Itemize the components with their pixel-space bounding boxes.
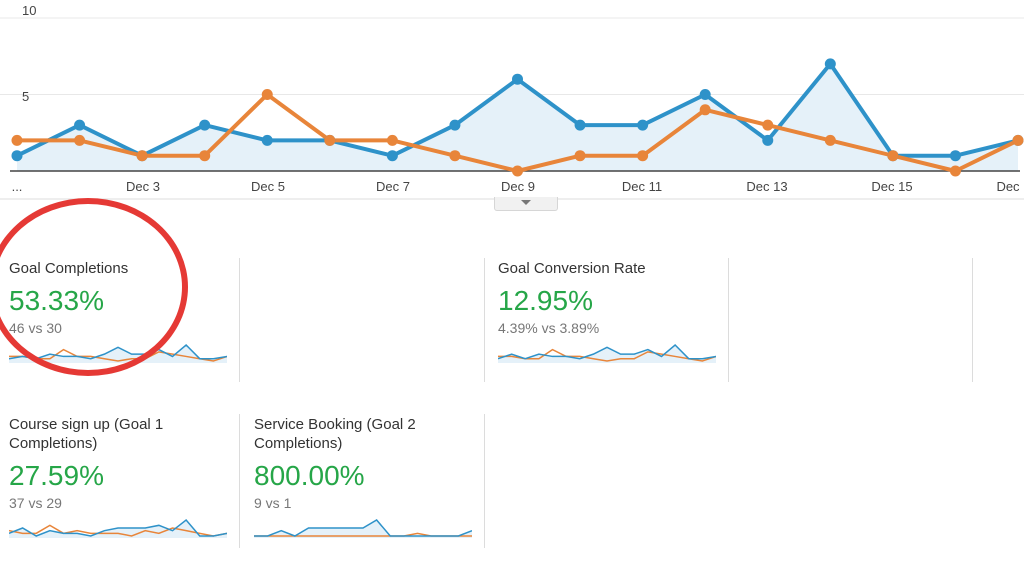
data-point-0 <box>762 134 774 146</box>
data-point-0 <box>512 73 523 85</box>
data-point-0 <box>74 119 86 131</box>
data-point-0 <box>449 119 461 131</box>
data-point-1 <box>699 104 711 116</box>
metric-title: Service Booking (Goal 2 Completions) <box>254 416 416 452</box>
data-point-1 <box>887 150 899 162</box>
data-point-0 <box>949 150 961 162</box>
data-point-1 <box>574 150 586 162</box>
collapse-chart-button[interactable] <box>494 197 558 211</box>
x-tick-label: Dec <box>996 179 1020 194</box>
metric-comparison: 46 vs 30 <box>9 320 62 336</box>
sparkline-area <box>498 345 716 363</box>
data-point-1 <box>11 134 23 146</box>
card-divider <box>239 258 240 382</box>
metric-card-goal-conversion-rate[interactable]: Goal Conversion Rate 12.95% 4.39% vs 3.8… <box>498 259 723 363</box>
sparkline-line-orange <box>9 348 227 362</box>
metric-card-course-sign-up[interactable]: Course sign up (Goal 1 Completions) 27.5… <box>9 415 234 538</box>
card-divider <box>484 414 485 548</box>
card-divider <box>484 258 485 382</box>
data-point-0 <box>199 119 211 131</box>
metric-value: 800.00% <box>254 460 365 491</box>
data-point-0 <box>699 89 711 100</box>
sparkline-line-blue <box>9 343 227 360</box>
data-point-0 <box>261 134 273 146</box>
sparkline-line-blue <box>498 343 716 360</box>
sparkline-line-blue <box>9 518 227 537</box>
metric-comparison: 37 vs 29 <box>9 495 62 511</box>
sparkline-line-orange <box>498 348 716 362</box>
metric-title: Goal Completions <box>9 260 129 277</box>
metric-value: 27.59% <box>9 460 104 491</box>
metric-comparison: 9 vs 1 <box>254 495 292 511</box>
metric-title: Course sign up (Goal 1 Completions) <box>9 416 164 452</box>
sparkline-chart <box>9 343 227 363</box>
x-tick-label: Dec 5 <box>251 179 285 194</box>
data-point-1 <box>949 165 961 177</box>
data-point-1 <box>199 150 211 162</box>
sparkline-chart <box>254 519 472 538</box>
data-point-0 <box>574 119 586 131</box>
x-tick-label: Dec 7 <box>376 179 410 194</box>
x-tick-label: Dec 15 <box>871 179 913 194</box>
metric-comparison: 4.39% vs 3.89% <box>498 320 600 336</box>
sparkline-chart <box>9 518 227 538</box>
data-point-1 <box>762 119 774 131</box>
data-point-0 <box>824 58 836 70</box>
data-point-1 <box>261 89 273 100</box>
data-point-1 <box>386 134 398 146</box>
data-point-1 <box>74 134 86 146</box>
metric-card-service-booking[interactable]: Service Booking (Goal 2 Completions) 800… <box>254 415 479 538</box>
sparkline-chart <box>498 343 716 363</box>
metric-card-goal-completions[interactable]: Goal Completions 53.33% 46 vs 30 <box>9 259 234 363</box>
x-tick-label: Dec 13 <box>746 179 788 194</box>
data-point-1 <box>512 165 523 177</box>
metric-title: Goal Conversion Rate <box>498 260 646 277</box>
metric-value: 53.33% <box>9 285 104 316</box>
data-point-1 <box>637 150 649 162</box>
chevron-down-icon <box>521 200 531 205</box>
main-line-chart <box>0 17 1024 200</box>
x-tick-label: Dec 9 <box>501 179 535 194</box>
data-point-0 <box>386 150 398 162</box>
data-point-1 <box>324 134 336 146</box>
sparkline-line-orange <box>9 524 227 537</box>
y-tick-label: 5 <box>22 89 30 104</box>
data-point-1 <box>1012 134 1024 146</box>
metric-value: 12.95% <box>498 285 593 316</box>
x-tick-label: ... <box>11 179 23 194</box>
sparkline-line-blue <box>254 519 472 537</box>
data-point-1 <box>449 150 461 162</box>
sparkline-area <box>9 345 227 363</box>
card-divider <box>972 258 973 382</box>
data-point-0 <box>11 150 23 162</box>
data-point-1 <box>136 150 148 162</box>
y-tick-label: 10 <box>22 3 37 18</box>
data-point-0 <box>637 119 649 131</box>
sparkline-area <box>254 520 472 538</box>
card-divider <box>728 258 729 382</box>
card-divider <box>239 414 240 548</box>
x-tick-label: Dec 11 <box>621 179 663 194</box>
data-point-1 <box>824 134 836 146</box>
x-tick-label: Dec 3 <box>126 179 160 194</box>
